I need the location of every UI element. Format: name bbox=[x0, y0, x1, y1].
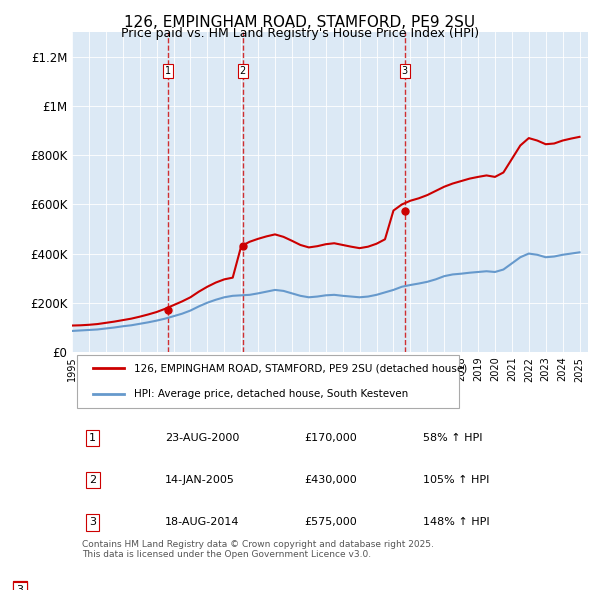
Text: 18-AUG-2014: 18-AUG-2014 bbox=[165, 517, 239, 527]
Text: 2: 2 bbox=[89, 475, 96, 485]
Text: 1: 1 bbox=[89, 433, 96, 443]
Text: 148% ↑ HPI: 148% ↑ HPI bbox=[423, 517, 490, 527]
Text: 1: 1 bbox=[17, 584, 23, 590]
Text: 14-JAN-2005: 14-JAN-2005 bbox=[165, 475, 235, 485]
Text: 3: 3 bbox=[401, 66, 408, 76]
Text: 2: 2 bbox=[239, 66, 246, 76]
Text: 23-AUG-2000: 23-AUG-2000 bbox=[165, 433, 239, 443]
Text: 58% ↑ HPI: 58% ↑ HPI bbox=[423, 433, 482, 443]
Text: 126, EMPINGHAM ROAD, STAMFORD, PE9 2SU (detached house): 126, EMPINGHAM ROAD, STAMFORD, PE9 2SU (… bbox=[134, 363, 467, 373]
Text: HPI: Average price, detached house, South Kesteven: HPI: Average price, detached house, Sout… bbox=[134, 389, 408, 399]
Text: Contains HM Land Registry data © Crown copyright and database right 2025.
This d: Contains HM Land Registry data © Crown c… bbox=[82, 540, 434, 559]
Text: £430,000: £430,000 bbox=[304, 475, 357, 485]
Text: 126, EMPINGHAM ROAD, STAMFORD, PE9 2SU: 126, EMPINGHAM ROAD, STAMFORD, PE9 2SU bbox=[124, 15, 476, 30]
Text: 3: 3 bbox=[17, 585, 23, 590]
Text: Price paid vs. HM Land Registry's House Price Index (HPI): Price paid vs. HM Land Registry's House … bbox=[121, 27, 479, 40]
Text: £575,000: £575,000 bbox=[304, 517, 357, 527]
Text: 1: 1 bbox=[165, 66, 171, 76]
Text: 3: 3 bbox=[89, 517, 96, 527]
Text: 105% ↑ HPI: 105% ↑ HPI bbox=[423, 475, 489, 485]
Text: £170,000: £170,000 bbox=[304, 433, 357, 443]
Text: 2: 2 bbox=[16, 585, 23, 590]
FancyBboxPatch shape bbox=[77, 355, 459, 408]
